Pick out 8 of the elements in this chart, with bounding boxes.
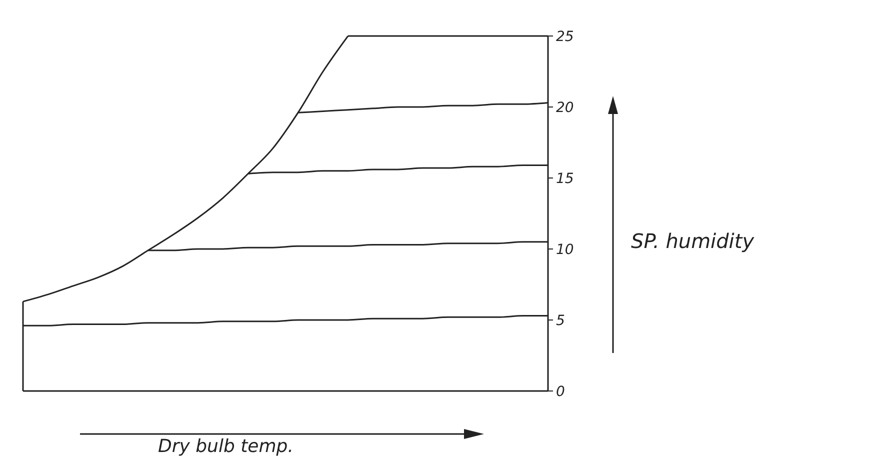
y-tick-label: 25	[556, 28, 574, 45]
x-axis-title: Dry bulb temp.	[158, 436, 294, 457]
y-tick-label: 0	[556, 384, 565, 400]
y-axis-title: SP. humidity	[631, 229, 756, 253]
y-tick-label: 15	[556, 170, 574, 187]
y-tick-label: 5	[556, 312, 565, 329]
y-tick-label: 10	[556, 242, 574, 258]
y-tick-label: 20	[556, 100, 574, 116]
